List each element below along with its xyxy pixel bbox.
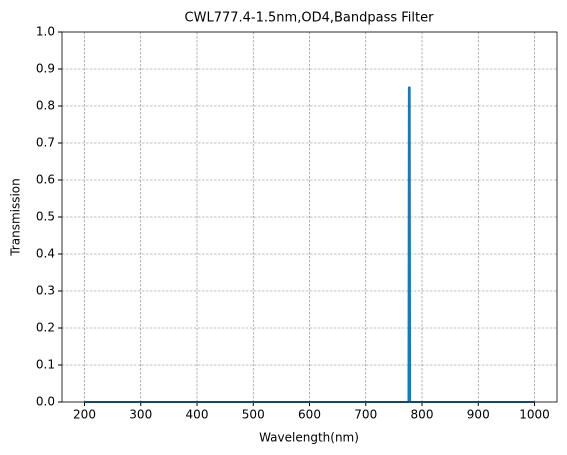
x-tick-label: 300 — [129, 408, 152, 422]
y-tick-label: 0.5 — [36, 210, 55, 224]
y-tick-label: 0.9 — [36, 62, 55, 76]
x-tick-label: 200 — [73, 408, 96, 422]
y-tick-label: 0.2 — [36, 321, 55, 335]
x-tick-label: 800 — [411, 408, 434, 422]
y-tick-label: 0.3 — [36, 284, 55, 298]
y-tick-label: 0.0 — [36, 395, 55, 409]
y-tick-label: 0.7 — [36, 136, 55, 150]
x-tick-label: 600 — [298, 408, 321, 422]
y-tick-label: 0.1 — [36, 358, 55, 372]
x-tick-label: 1000 — [519, 408, 550, 422]
y-tick-label: 0.8 — [36, 99, 55, 113]
y-tick-label: 1.0 — [36, 25, 55, 39]
plot-frame — [61, 31, 558, 403]
x-tick-label: 900 — [467, 408, 490, 422]
x-tick-label: 500 — [242, 408, 265, 422]
y-axis-label: Transmission — [9, 178, 23, 257]
y-tick-label: 0.4 — [36, 247, 55, 261]
chart-title: CWL777.4-1.5nm,OD4,Bandpass Filter — [185, 11, 435, 26]
x-tick-label: 700 — [354, 408, 377, 422]
y-tick-label: 0.6 — [36, 173, 55, 187]
x-tick-label: 400 — [186, 408, 209, 422]
x-axis-label: Wavelength(nm) — [259, 431, 359, 445]
